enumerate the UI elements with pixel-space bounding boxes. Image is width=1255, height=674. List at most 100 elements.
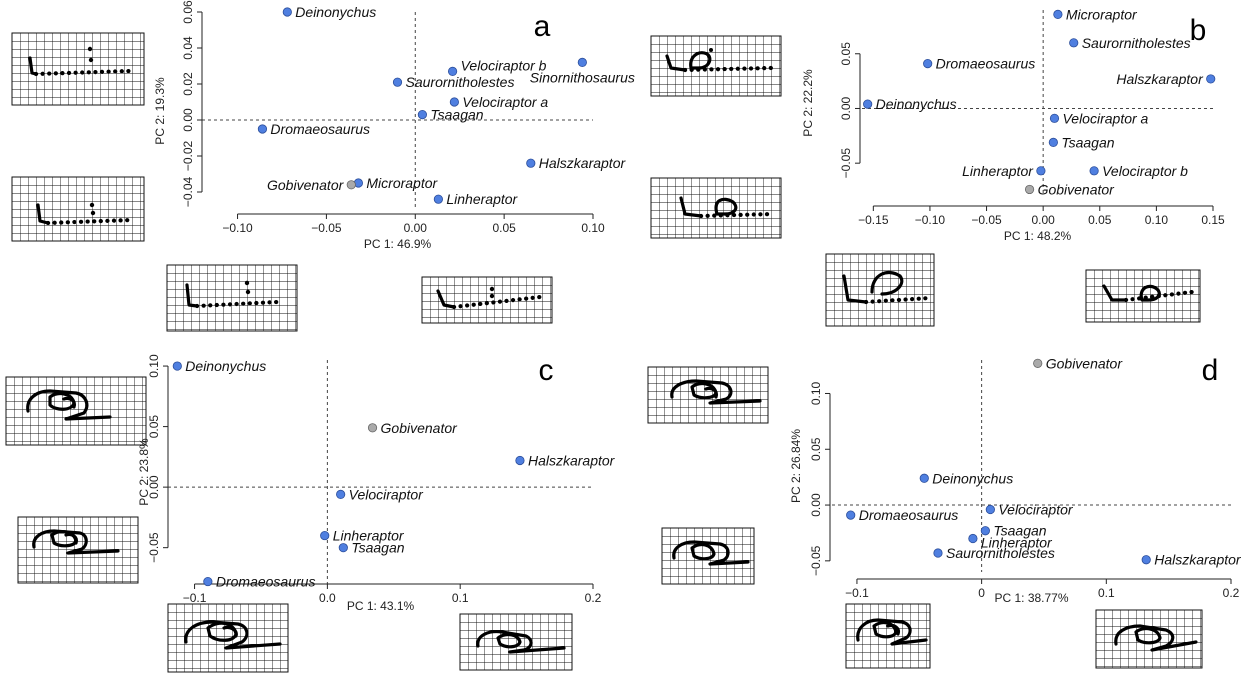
deformation-grid-a-pc1-max — [421, 276, 553, 324]
x-tick-label: 0.2 — [1223, 586, 1240, 600]
point-label: Deinonychus — [932, 470, 1013, 486]
data-point — [1049, 113, 1060, 123]
data-point — [526, 158, 536, 168]
data-point — [919, 473, 929, 483]
deformation-grid-d-pc2-max — [647, 366, 769, 424]
point-label: Velociraptor b — [1102, 163, 1188, 179]
x-tick-label: 0.10 — [581, 221, 605, 235]
data-point — [1206, 74, 1216, 84]
data-point — [1024, 184, 1035, 195]
data-point — [338, 543, 348, 553]
data-point — [1036, 166, 1046, 176]
x-tick-label: −0.1 — [183, 591, 207, 605]
x-tick-label: 0.00 — [404, 221, 428, 235]
data-point — [1048, 137, 1058, 147]
scatter-panel-a: −0.10 −0.05 0.00 0.05 0.10 PC 1: 46.9% −0.04 −0… — [153, 0, 635, 251]
y-tick-label: 0.00 — [839, 96, 853, 120]
data-point — [933, 548, 943, 558]
point-label: Halszkaraptor — [1154, 552, 1242, 568]
x-axis-label: PC 1: 46.9% — [364, 237, 432, 251]
point-label: Linheraptor — [333, 528, 405, 544]
deformation-grid-a-pc1-min — [166, 264, 298, 332]
y-tick-label: 0.10 — [147, 354, 161, 378]
data-point — [1033, 358, 1043, 368]
y-tick-label: −0.05 — [809, 545, 823, 576]
data-point — [203, 576, 213, 587]
data-point — [172, 361, 182, 371]
data-point — [449, 97, 459, 107]
x-tick-label: 0.15 — [1201, 213, 1225, 227]
deformation-grid-b-pc1-max — [1085, 269, 1201, 323]
deformation-grid-c-pc1-min — [167, 603, 289, 673]
x-axis-label: PC 1: 43.1% — [347, 599, 415, 613]
scatter-panel-d: −0.1 0 0.1 0.2 PC 1: 38.77% −0.05 0.00 0.05 0.10… — [789, 354, 1242, 605]
y-axis-label: PC 2: 23.8% — [137, 438, 151, 506]
point-label: Gobivenator — [267, 177, 345, 193]
data-point — [447, 66, 458, 77]
x-tick-label: −0.1 — [845, 586, 869, 600]
data-point — [336, 489, 346, 499]
point-label: Deinonychus — [876, 96, 957, 112]
data-point — [320, 530, 330, 541]
point-label: Tsaagan — [1061, 134, 1114, 150]
y-axis-label: PC 2: 26.84% — [789, 429, 803, 503]
point-label: Saurornitholestes — [946, 545, 1055, 561]
point-label: Velociraptor — [998, 502, 1074, 518]
data-point — [1089, 166, 1099, 176]
x-axis-label: PC 1: 38.77% — [994, 591, 1068, 605]
data-point — [282, 7, 292, 17]
point-label: Deinonychus — [185, 358, 266, 374]
x-tick-label: 0.00 — [1031, 213, 1055, 227]
point-label: Gobivenator — [381, 420, 459, 436]
deformation-grid-c-pc2-min — [17, 516, 139, 584]
y-tick-label: 0.00 — [147, 475, 161, 499]
point-label: Linheraptor — [446, 191, 518, 207]
x-tick-label: 0.05 — [1088, 213, 1112, 227]
data-point — [433, 194, 443, 204]
point-label: Linheraptor — [962, 163, 1034, 179]
deformation-grid-c-pc2-max — [5, 376, 147, 446]
y-axis-label: PC 2: 22.2% — [801, 69, 815, 137]
x-tick-label: 0.1 — [452, 591, 469, 605]
panel-label: a — [534, 10, 551, 43]
x-tick-label: 0.0 — [319, 591, 336, 605]
x-tick-label: −0.05 — [311, 221, 342, 235]
x-tick-label: −0.05 — [971, 213, 1002, 227]
deformation-grid-b-pc1-min — [825, 253, 935, 327]
y-tick-label: 0.04 — [181, 36, 195, 60]
x-tick-label: −0.10 — [915, 213, 946, 227]
deformation-grid-b-pc2-max — [650, 35, 782, 97]
point-label: Microraptor — [1066, 6, 1138, 22]
data-point — [846, 510, 856, 520]
y-tick-label: 0.10 — [809, 381, 823, 405]
y-tick-label: 0.00 — [809, 493, 823, 517]
point-label: Saurornitholestes — [406, 74, 515, 90]
data-point — [985, 504, 995, 515]
point-label: Velociraptor b — [461, 57, 547, 73]
point-label: Tsaagan — [430, 107, 483, 123]
data-point — [1053, 9, 1063, 19]
point-label: Halszkaraptor — [528, 452, 616, 468]
data-point — [1141, 555, 1151, 565]
point-label: Dromaeosaurus — [859, 507, 959, 523]
point-label: Gobivenator — [1038, 181, 1116, 197]
y-tick-label: 0.02 — [181, 72, 195, 96]
point-label: Halszkaraptor — [539, 155, 627, 171]
point-label: Velociraptor — [349, 486, 425, 502]
x-tick-label: 0 — [978, 586, 985, 600]
deformation-grid-a-pc2-min — [11, 176, 145, 242]
panel-label: c — [539, 354, 554, 387]
point-label: Tsaagan — [993, 523, 1046, 539]
y-tick-label: 0.00 — [181, 108, 195, 132]
data-point — [863, 99, 873, 109]
data-point — [577, 57, 587, 68]
deformation-grid-d-pc1-min — [845, 603, 931, 669]
point-label: Microraptor — [366, 175, 438, 191]
point-label: Dromaeosaurus — [936, 56, 1036, 72]
x-tick-label: 0.1 — [1098, 586, 1115, 600]
x-tick-label: 0.2 — [585, 591, 602, 605]
data-point — [515, 455, 525, 466]
point-label: Velociraptor a — [1062, 110, 1148, 126]
data-point — [923, 59, 933, 69]
